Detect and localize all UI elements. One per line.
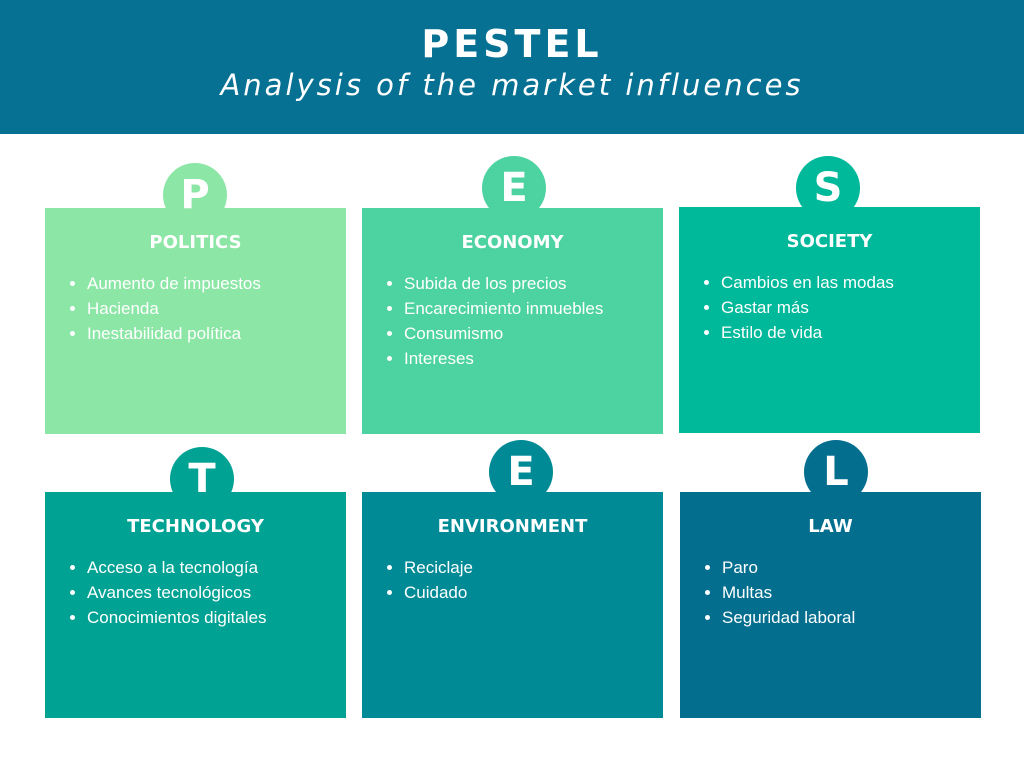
list-item: Multas xyxy=(722,580,855,605)
card-economy: ECONOMY Subida de los precios Encarecimi… xyxy=(362,208,663,434)
list-item: Acceso a la tecnología xyxy=(87,555,267,580)
letter-badge-e: E xyxy=(489,440,553,504)
card-title: LAW xyxy=(808,516,853,537)
card-politics: POLITICS Aumento de impuestos Hacienda I… xyxy=(45,208,346,434)
card-list: Aumento de impuestos Hacienda Inestabili… xyxy=(67,271,261,346)
list-item: Inestabilidad política xyxy=(87,321,261,346)
list-item: Hacienda xyxy=(87,296,261,321)
list-item: Cambios en las modas xyxy=(721,270,894,295)
card-society: SOCIETY Cambios en las modas Gastar más … xyxy=(679,207,980,433)
page-subtitle: Analysis of the market influences xyxy=(220,68,804,102)
card-title: POLITICS xyxy=(149,232,242,253)
letter-badge-t: T xyxy=(170,447,234,511)
list-item: Consumismo xyxy=(404,321,603,346)
card-list: Cambios en las modas Gastar más Estilo d… xyxy=(701,270,894,345)
list-item: Avances tecnológicos xyxy=(87,580,267,605)
card-environment: ENVIRONMENT Reciclaje Cuidado xyxy=(362,492,663,718)
list-item: Subida de los precios xyxy=(404,271,603,296)
letter-badge-l: L xyxy=(804,440,868,504)
card-list: Acceso a la tecnología Avances tecnológi… xyxy=(67,555,267,630)
list-item: Cuidado xyxy=(404,580,473,605)
letter-badge-p: P xyxy=(163,163,227,227)
card-title: TECHNOLOGY xyxy=(127,516,264,537)
card-list: Subida de los precios Encarecimiento inm… xyxy=(384,271,603,371)
list-item: Intereses xyxy=(404,346,603,371)
list-item: Estilo de vida xyxy=(721,320,894,345)
header-banner: PESTEL Analysis of the market influences xyxy=(0,0,1024,134)
list-item: Aumento de impuestos xyxy=(87,271,261,296)
card-title: ECONOMY xyxy=(461,232,564,253)
card-title: ENVIRONMENT xyxy=(437,516,588,537)
letter-badge-s: S xyxy=(796,156,860,220)
card-list: Reciclaje Cuidado xyxy=(384,555,473,605)
list-item: Paro xyxy=(722,555,855,580)
card-title: SOCIETY xyxy=(786,231,873,252)
card-technology: TECHNOLOGY Acceso a la tecnología Avance… xyxy=(45,492,346,718)
page-title: PESTEL xyxy=(421,22,603,66)
card-list: Paro Multas Seguridad laboral xyxy=(702,555,855,630)
card-law: LAW Paro Multas Seguridad laboral xyxy=(680,492,981,718)
list-item: Conocimientos digitales xyxy=(87,605,267,630)
list-item: Gastar más xyxy=(721,295,894,320)
list-item: Seguridad laboral xyxy=(722,605,855,630)
list-item: Encarecimiento inmuebles xyxy=(404,296,603,321)
list-item: Reciclaje xyxy=(404,555,473,580)
letter-badge-e: E xyxy=(482,156,546,220)
